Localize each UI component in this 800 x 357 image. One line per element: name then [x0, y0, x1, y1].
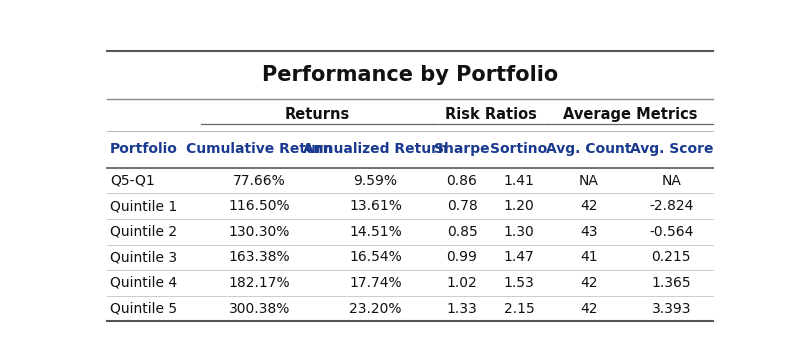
Text: Quintile 4: Quintile 4 [110, 276, 177, 290]
Text: 42: 42 [580, 302, 598, 316]
Text: 42: 42 [580, 276, 598, 290]
Text: Quintile 3: Quintile 3 [110, 250, 177, 265]
Text: NA: NA [579, 174, 599, 188]
Text: 2.15: 2.15 [504, 302, 534, 316]
Text: 41: 41 [580, 250, 598, 265]
Text: 43: 43 [580, 225, 598, 239]
Text: Performance by Portfolio: Performance by Portfolio [262, 65, 558, 85]
Text: Quintile 1: Quintile 1 [110, 199, 177, 213]
Text: 1.41: 1.41 [504, 174, 534, 188]
Text: 163.38%: 163.38% [229, 250, 290, 265]
Text: 1.47: 1.47 [504, 250, 534, 265]
Text: 300.38%: 300.38% [229, 302, 290, 316]
Text: 130.30%: 130.30% [229, 225, 290, 239]
Text: 77.66%: 77.66% [233, 174, 286, 188]
Text: 16.54%: 16.54% [349, 250, 402, 265]
Text: 0.99: 0.99 [446, 250, 478, 265]
Text: 13.61%: 13.61% [349, 199, 402, 213]
Text: Avg. Score: Avg. Score [630, 142, 713, 156]
Text: 0.78: 0.78 [446, 199, 478, 213]
Text: Risk Ratios: Risk Ratios [445, 107, 537, 122]
Text: Portfolio: Portfolio [110, 142, 178, 156]
Text: -2.824: -2.824 [649, 199, 694, 213]
Text: 0.85: 0.85 [446, 225, 478, 239]
Text: 116.50%: 116.50% [229, 199, 290, 213]
Text: 17.74%: 17.74% [349, 276, 402, 290]
Text: Quintile 5: Quintile 5 [110, 302, 177, 316]
Text: 42: 42 [580, 199, 598, 213]
Text: 1.02: 1.02 [446, 276, 478, 290]
Text: Sortino: Sortino [490, 142, 548, 156]
Text: Avg. Count: Avg. Count [546, 142, 632, 156]
Text: 1.30: 1.30 [504, 225, 534, 239]
Text: Cumulative Return: Cumulative Return [186, 142, 333, 156]
Text: Quintile 2: Quintile 2 [110, 225, 177, 239]
Text: 1.33: 1.33 [446, 302, 478, 316]
Text: Average Metrics: Average Metrics [563, 107, 698, 122]
Text: NA: NA [662, 174, 682, 188]
Text: Annualized Return: Annualized Return [303, 142, 448, 156]
Text: Q5-Q1: Q5-Q1 [110, 174, 154, 188]
Text: 0.86: 0.86 [446, 174, 478, 188]
Text: 182.17%: 182.17% [229, 276, 290, 290]
Text: 1.20: 1.20 [504, 199, 534, 213]
Text: 14.51%: 14.51% [349, 225, 402, 239]
Text: 23.20%: 23.20% [349, 302, 402, 316]
Text: 3.393: 3.393 [651, 302, 691, 316]
Text: Returns: Returns [285, 107, 350, 122]
Text: -0.564: -0.564 [649, 225, 694, 239]
Text: 9.59%: 9.59% [354, 174, 398, 188]
Text: 0.215: 0.215 [651, 250, 691, 265]
Text: 1.365: 1.365 [651, 276, 691, 290]
Text: Sharpe: Sharpe [434, 142, 490, 156]
Text: 1.53: 1.53 [504, 276, 534, 290]
